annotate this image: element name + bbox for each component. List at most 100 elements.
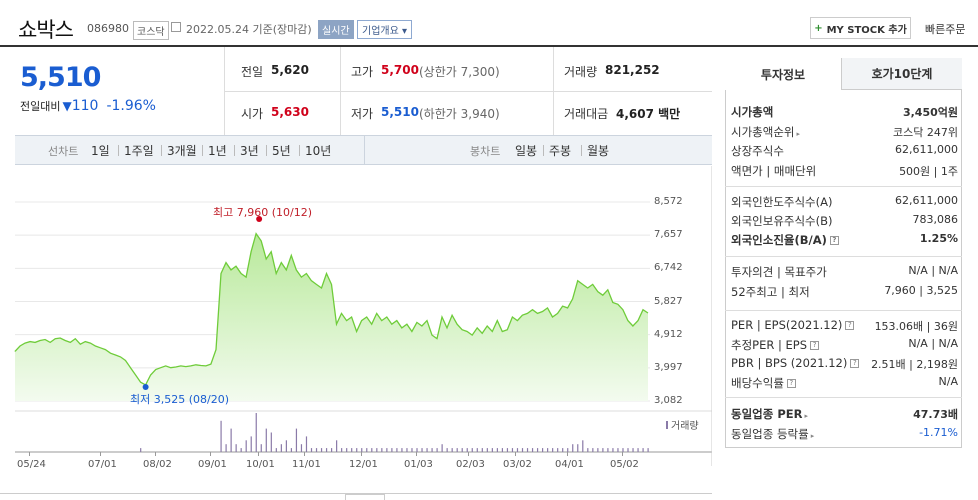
volume-bar — [300, 444, 303, 452]
current-price: 5,510 — [20, 62, 101, 93]
mystock-button[interactable]: + MY STOCK 추가 — [810, 17, 911, 39]
amount-label: 거래대금 — [564, 107, 609, 121]
tab-orderbook[interactable]: 호가10단계 — [842, 58, 962, 90]
period-separator — [299, 145, 300, 156]
volume-bar — [376, 448, 378, 452]
info-label-text: 투자의견 | 목표주가 — [731, 265, 827, 279]
volume-bar — [627, 448, 629, 452]
period-toolbar — [15, 135, 712, 165]
divider — [224, 91, 712, 92]
help-icon[interactable]: ? — [850, 359, 860, 368]
volume-bar — [320, 448, 323, 452]
candle-button-1[interactable]: 주봉 — [549, 144, 572, 158]
volume-bar — [446, 448, 448, 452]
x-tick-label: 02/03 — [456, 459, 485, 470]
corp-info-button[interactable]: 기업개요 ▾ — [357, 20, 413, 39]
chevron-right-icon[interactable]: ▸ — [804, 412, 808, 420]
volume-bar — [526, 448, 529, 452]
x-tick-label: 01/03 — [404, 459, 433, 470]
y-tick-label: 3,082 — [654, 395, 683, 406]
volume-bar — [366, 448, 368, 452]
candle-button-2[interactable]: 월봉 — [587, 144, 610, 158]
help-icon[interactable]: ? — [786, 379, 796, 388]
volume-bar — [511, 448, 514, 452]
volume-bar — [426, 448, 428, 452]
volume-bar — [220, 420, 222, 452]
corp-info-label: 기업개요 — [362, 26, 399, 37]
high-annotation: 최고 7,960 (10/12) — [213, 206, 313, 219]
volume-bar — [411, 448, 413, 452]
volume-bar — [607, 448, 609, 452]
info-value: 62,611,000 — [895, 194, 958, 207]
info-label-rows2-1: 외국인보유주식수(B) — [731, 213, 833, 229]
x-tick-label: 03/02 — [503, 459, 532, 470]
panel-divider — [725, 186, 962, 187]
price-line — [14, 232, 649, 386]
period-button-6[interactable]: 10년 — [305, 144, 332, 158]
volume-bar — [290, 448, 293, 452]
info-label-text: 추정PER | EPS — [731, 338, 808, 352]
info-label-rows1-3: 액면가 | 매매단위 — [731, 163, 816, 179]
volume-bar — [557, 448, 559, 452]
prev-label: 전일 — [241, 65, 264, 79]
volume-bar — [235, 444, 237, 452]
help-icon[interactable]: ? — [810, 341, 820, 350]
mystock-label: MY STOCK 추가 — [826, 24, 907, 36]
period-button-3[interactable]: 1년 — [208, 144, 227, 158]
quick-order-link[interactable]: 빠른주문 — [925, 23, 966, 36]
prev-value: 5,620 — [271, 63, 309, 77]
volume-bar — [471, 448, 473, 452]
volume-bar — [491, 448, 493, 452]
tab-invest-info[interactable]: 투자정보 — [725, 58, 842, 90]
info-value: 153.06배 | 36원 — [874, 320, 958, 333]
period-button-2[interactable]: 3개월 — [167, 144, 197, 158]
volume-bar — [341, 448, 343, 452]
divider — [364, 135, 365, 165]
chevron-down-icon: ▾ — [402, 26, 408, 37]
info-value: 7,960 | 3,525 — [884, 283, 958, 297]
volume-bar — [567, 448, 569, 452]
chevron-right-icon[interactable]: ▸ — [796, 129, 800, 138]
volume-label: 거래량 — [564, 65, 598, 79]
chart-scroll-handle[interactable] — [345, 494, 385, 500]
x-tick-mark — [416, 452, 417, 456]
price-chart — [14, 166, 712, 466]
period-button-5[interactable]: 5년 — [272, 144, 291, 158]
divider — [0, 493, 712, 494]
info-label-text: 52주최고 | 최저 — [731, 284, 810, 299]
market-badge: 코스닥 — [133, 21, 169, 40]
y-tick-label: 4,912 — [654, 328, 683, 340]
realtime-badge[interactable]: 실시간 — [318, 20, 354, 39]
y-tick-label: 5,827 — [654, 295, 683, 307]
date-label: 2022.05.24 기준(장마감) — [186, 23, 312, 36]
x-tick-mark — [361, 452, 362, 456]
diff-value: 110 — [71, 98, 99, 114]
info-label-rows4-1: 추정PER | EPS? — [731, 337, 820, 353]
period-button-4[interactable]: 3년 — [240, 144, 259, 158]
x-tick-mark — [258, 452, 259, 456]
volume-bar — [295, 428, 298, 452]
volume-bar — [315, 448, 318, 452]
high-value: 5,700 — [381, 63, 419, 77]
candle-button-0[interactable]: 일봉 — [515, 144, 538, 158]
volume-bar — [461, 448, 463, 452]
period-button-0[interactable]: 1일 — [91, 144, 110, 158]
volume-bar — [336, 440, 338, 452]
volume-bar — [250, 436, 252, 452]
volume-legend-swatch — [666, 421, 668, 429]
volume-bar — [632, 448, 634, 452]
volume-bar — [441, 444, 443, 452]
x-tick-mark — [515, 452, 516, 456]
volume-bar — [592, 448, 594, 452]
info-label-text: 동일업종 PER — [731, 407, 803, 421]
info-label-rows4-2: PBR | BPS (2021.12)? — [731, 356, 860, 370]
volume-bar — [587, 448, 589, 452]
period-separator — [161, 145, 162, 156]
volume-legend: 거래량 — [666, 417, 699, 432]
help-icon[interactable]: ? — [829, 236, 839, 245]
volume-bar — [506, 448, 509, 452]
chevron-right-icon[interactable]: ▸ — [810, 432, 815, 440]
period-button-1[interactable]: 1주일 — [124, 144, 154, 158]
volume-value: 821,252 — [605, 63, 660, 77]
help-icon[interactable]: ? — [845, 321, 855, 330]
